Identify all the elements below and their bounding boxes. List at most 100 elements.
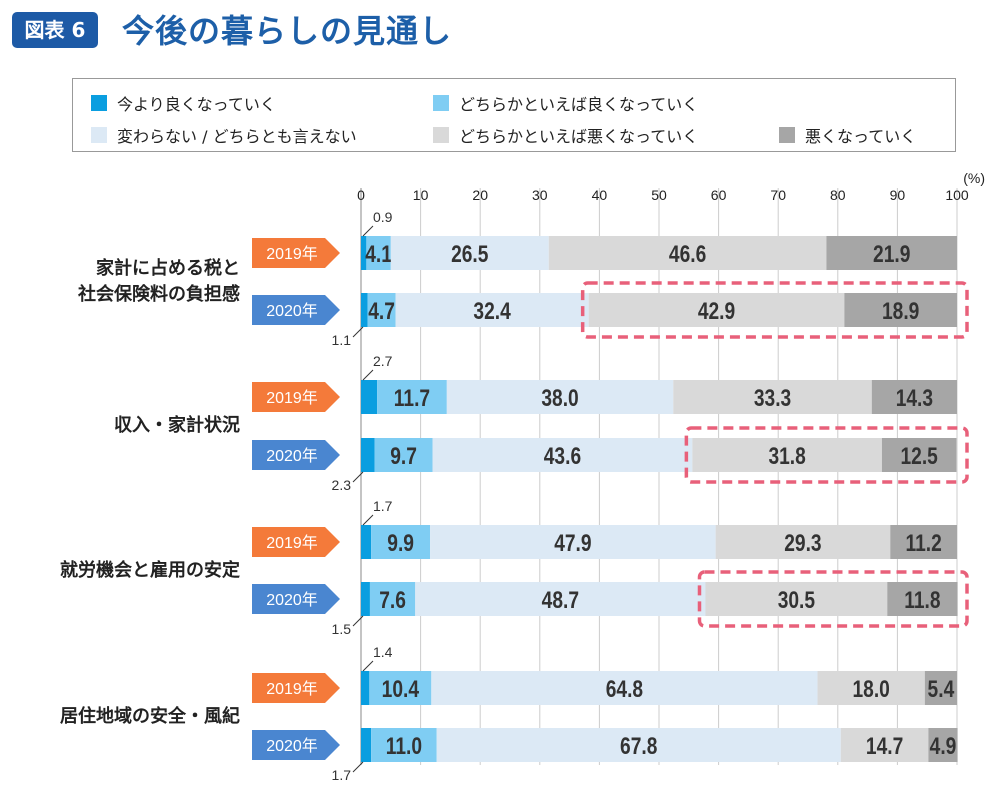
bar-segment	[844, 293, 957, 327]
data-label: 67.8	[620, 732, 657, 760]
leader-line	[352, 471, 364, 483]
tick-label: 80	[830, 187, 846, 203]
year-tag	[252, 673, 340, 703]
bar-segment	[928, 728, 958, 762]
bar-segment	[361, 671, 370, 705]
bar-segment	[361, 525, 372, 559]
year-tag-label: 2019年	[266, 389, 318, 407]
leader-line	[352, 615, 364, 627]
bar-segment	[871, 380, 957, 414]
data-label: 4.1	[365, 240, 392, 268]
legend-item: どちらかといえば良くなっていく	[433, 91, 698, 115]
tick-label: 30	[532, 187, 548, 203]
data-label: 9.7	[390, 442, 417, 470]
bar-segment	[673, 380, 872, 414]
data-label: 4.7	[368, 297, 395, 325]
unit-label: (%)	[963, 170, 985, 186]
bar-segment	[371, 525, 431, 559]
bar-segment	[692, 438, 882, 472]
bar-segment	[361, 236, 367, 270]
leader-line	[362, 514, 374, 526]
data-label: 2.7	[373, 353, 393, 369]
category-label: 家計に占める税と 社会保険料の負担感	[78, 257, 240, 305]
data-label: 30.5	[778, 586, 815, 614]
bar-segment	[369, 671, 432, 705]
year-tag-label: 2020年	[266, 302, 318, 320]
data-label: 0.9	[373, 209, 393, 225]
bar-segment	[430, 525, 716, 559]
bar-segment	[361, 728, 372, 762]
data-label: 11.8	[904, 586, 940, 614]
category-label: 居住地域の安全・風紀	[60, 705, 240, 727]
tick-label: 40	[592, 187, 608, 203]
year-tag	[252, 527, 340, 557]
tick-label: 0	[357, 187, 365, 203]
bar-segment	[446, 380, 674, 414]
leader-line	[362, 660, 374, 672]
bar-segment	[826, 236, 957, 270]
bar-segment	[890, 525, 957, 559]
bar-segment	[361, 380, 378, 414]
data-label: 11.7	[394, 384, 430, 412]
data-label: 48.7	[542, 586, 579, 614]
bar-segment	[374, 438, 433, 472]
tick-label: 20	[472, 187, 488, 203]
tick-label: 60	[711, 187, 727, 203]
data-label: 1.7	[373, 498, 393, 514]
legend-item: どちらかといえば悪くなっていく	[433, 123, 698, 147]
legend-swatch	[433, 95, 449, 111]
legend-swatch	[433, 127, 449, 143]
bar-segment	[840, 728, 929, 762]
data-label: 42.9	[698, 297, 735, 325]
bar-segment	[367, 293, 396, 327]
legend-item: 変わらない / どちらとも言えない	[91, 123, 357, 147]
bar-segment	[588, 293, 845, 327]
data-label: 1.4	[373, 644, 393, 660]
bar-segment	[415, 582, 706, 616]
data-label: 64.8	[606, 675, 643, 703]
category-label: 収入・家計状況	[114, 415, 240, 436]
data-label: 46.6	[669, 240, 706, 268]
category-label: 就労機会と雇用の安定	[60, 559, 240, 581]
bar-segment	[715, 525, 891, 559]
data-label: 11.0	[386, 732, 422, 760]
data-label: 1.7	[332, 767, 352, 783]
leader-line	[352, 761, 364, 773]
data-label: 38.0	[541, 384, 578, 412]
legend: 今より良くなっていく どちらかといえば良くなっていく変わらない / どちらとも言え…	[72, 78, 956, 152]
bar-segment	[369, 582, 416, 616]
bar-segment	[431, 671, 818, 705]
bar-segment	[361, 582, 370, 616]
bar-segment	[371, 728, 437, 762]
highlight-box	[684, 426, 969, 484]
year-tag	[252, 730, 340, 760]
data-label: 43.6	[544, 442, 581, 470]
bar-segment	[390, 236, 549, 270]
highlight-box	[580, 281, 969, 339]
year-tag-label: 2019年	[266, 534, 318, 552]
bar-segment	[377, 380, 447, 414]
year-tag	[252, 295, 340, 325]
data-label: 2.3	[332, 477, 352, 493]
bar-segment	[366, 236, 391, 270]
data-label: 14.3	[896, 384, 933, 412]
data-label: 29.3	[784, 529, 821, 557]
legend-label: 今より良くなっていく	[117, 95, 276, 114]
data-label: 12.5	[900, 442, 937, 470]
data-label: 33.3	[754, 384, 791, 412]
data-label: 31.8	[768, 442, 805, 470]
data-label: 26.5	[451, 240, 488, 268]
tick-label: 10	[413, 187, 429, 203]
year-tag-label: 2020年	[266, 447, 318, 465]
leader-line	[362, 225, 374, 237]
bar-segment	[361, 438, 375, 472]
year-tag-label: 2019年	[266, 245, 318, 263]
data-label: 47.9	[554, 529, 591, 557]
year-tag-label: 2020年	[266, 737, 318, 755]
legend-label: 悪くなっていく	[805, 127, 917, 146]
year-tag	[252, 440, 340, 470]
bar-segment	[361, 293, 368, 327]
legend-swatch	[779, 127, 795, 143]
bar-segment	[548, 236, 827, 270]
bar-segment	[887, 582, 958, 616]
